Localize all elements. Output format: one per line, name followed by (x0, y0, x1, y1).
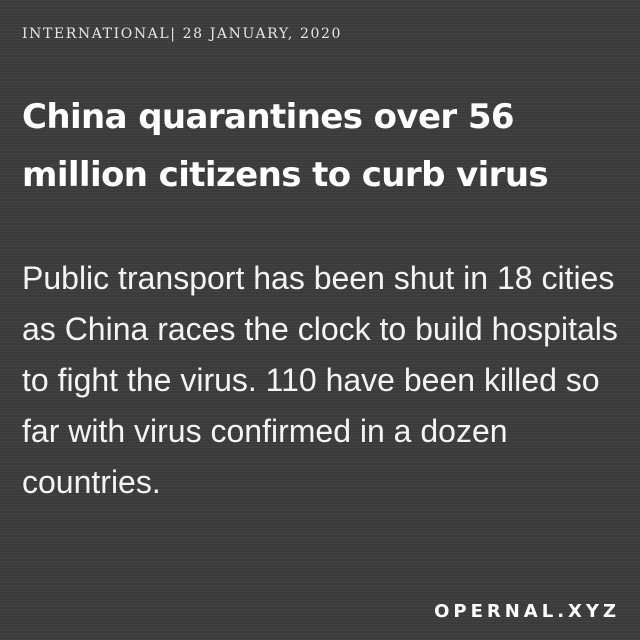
brand-watermark: OPERNAL.XYZ (434, 601, 620, 622)
article-summary: Public transport has been shut in 18 cit… (22, 260, 618, 500)
headline: China quarantines over 56 million citize… (22, 97, 549, 195)
dateline: INTERNATIONAL| 28 JANUARY, 2020 (22, 26, 343, 42)
